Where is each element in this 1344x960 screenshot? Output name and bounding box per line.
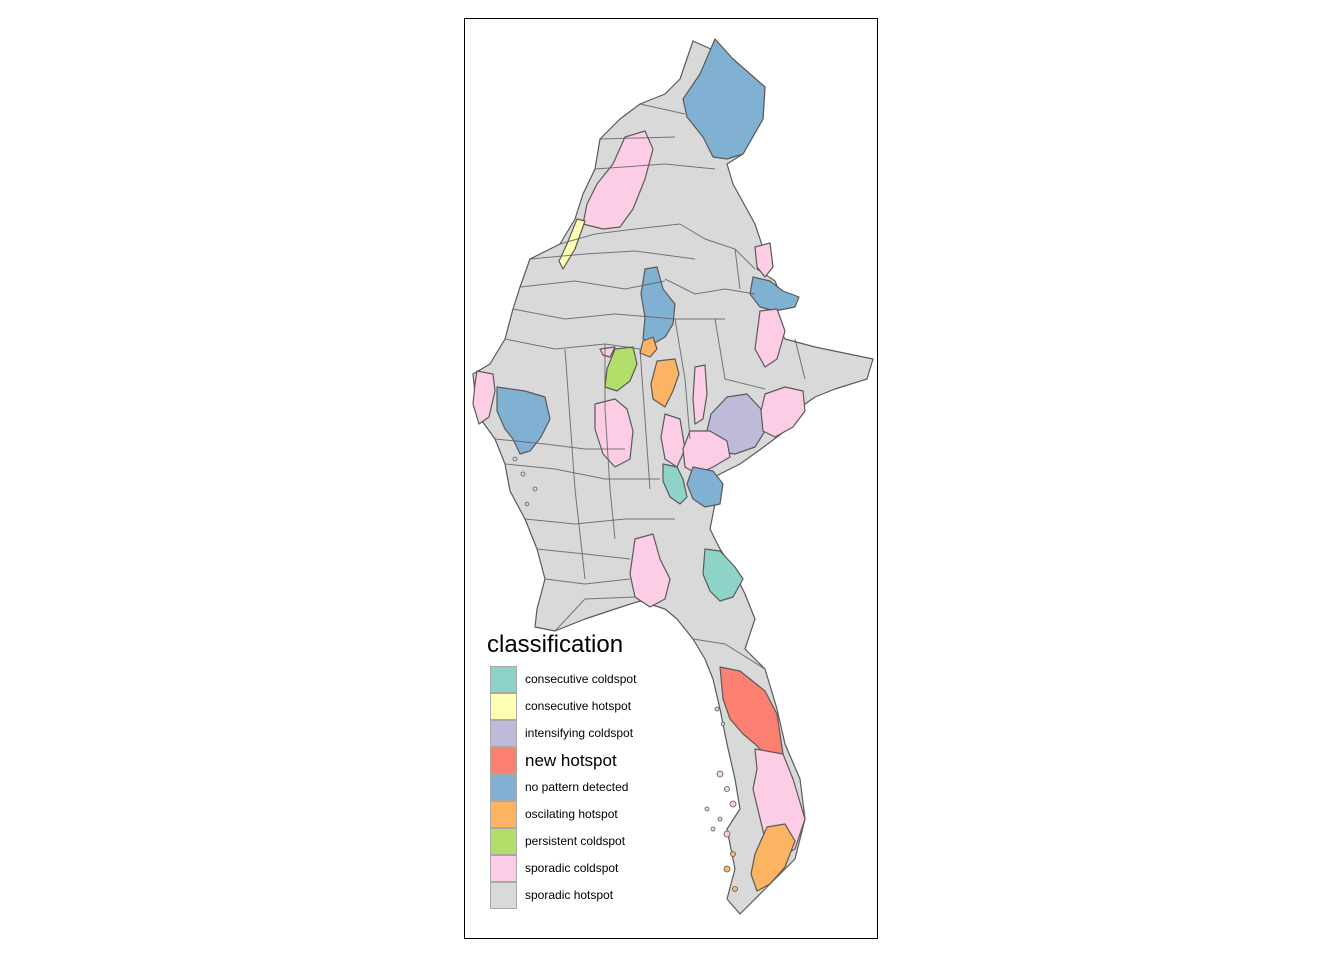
legend-swatch: [490, 746, 517, 774]
island: [720, 721, 726, 727]
district-boundary: [794, 338, 806, 380]
map-region[interactable]: [582, 130, 654, 230]
district-boundary: [559, 223, 681, 245]
legend-swatch: [490, 827, 517, 855]
legend-label: consecutive hotspot: [525, 698, 632, 713]
map-region[interactable]: [686, 466, 724, 508]
legend-items: consecutive coldspot consecutive hotspot i…: [487, 665, 747, 909]
legend-label: persistent coldspot: [525, 833, 626, 848]
island: [532, 486, 538, 492]
legend-swatch: [490, 854, 517, 882]
district-boundary: [599, 136, 676, 140]
legend-swatch: [490, 719, 517, 747]
district-boundary: [674, 318, 691, 440]
map-region[interactable]: [702, 548, 744, 602]
district-boundary: [529, 250, 696, 260]
district-boundary: [564, 348, 586, 580]
island: [717, 816, 723, 822]
island: [512, 456, 518, 462]
map-region[interactable]: [558, 218, 586, 270]
legend-swatch: [490, 692, 517, 720]
island: [730, 851, 736, 857]
district-boundary: [639, 103, 686, 115]
legend-label: sporadic hotspot: [525, 887, 614, 902]
island: [723, 830, 731, 838]
district-boundary: [664, 278, 756, 295]
district-boundary: [494, 438, 625, 450]
map-frame: classification consecutive coldspot conse…: [464, 18, 878, 939]
island: [714, 706, 720, 712]
island: [524, 501, 530, 507]
legend-item: new hotspot: [487, 746, 747, 774]
district-boundary: [594, 163, 716, 170]
map-region[interactable]: [754, 308, 786, 368]
legend-item: sporadic coldspot: [487, 854, 747, 882]
map-region[interactable]: [662, 463, 688, 505]
district-boundary: [679, 223, 756, 270]
map-region[interactable]: [760, 386, 806, 438]
district-boundary: [536, 548, 631, 560]
district-boundary: [639, 348, 651, 490]
island: [710, 826, 716, 832]
legend-swatch: [490, 773, 517, 801]
legend-item: sporadic hotspot: [487, 881, 747, 909]
island: [716, 770, 724, 778]
district-boundary: [524, 518, 675, 525]
map-region[interactable]: [472, 370, 496, 425]
district-boundary: [519, 280, 666, 290]
map-region[interactable]: [682, 38, 766, 160]
legend-label: intensifying coldspot: [525, 725, 634, 740]
district-boundary: [714, 318, 766, 390]
district-boundary: [512, 308, 725, 320]
legend-swatch: [490, 881, 517, 909]
map-region[interactable]: [594, 398, 634, 468]
map-region[interactable]: [496, 386, 551, 455]
legend-title: classification: [487, 631, 624, 658]
legend-item: consecutive coldspot: [487, 665, 747, 693]
legend-item: oscilating hotspot: [487, 800, 747, 828]
legend: classification consecutive coldspot conse…: [487, 631, 747, 909]
legend-label: oscilating hotspot: [525, 806, 618, 821]
legend-item: persistent coldspot: [487, 827, 747, 855]
region-layer: [472, 38, 874, 915]
legend-label: sporadic coldspot: [525, 860, 619, 875]
myanmar-map[interactable]: [465, 19, 878, 939]
map-region[interactable]: [629, 533, 671, 608]
island: [724, 786, 730, 792]
map-region[interactable]: [750, 823, 796, 892]
district-boundary: [692, 638, 766, 670]
legend-label: consecutive coldspot: [525, 671, 637, 686]
district-boundary: [544, 578, 631, 585]
map-region[interactable]: [650, 358, 680, 408]
legend-label: no pattern detected: [525, 779, 629, 794]
district-boundary: [734, 248, 741, 290]
island: [723, 865, 731, 873]
map-region[interactable]: [604, 346, 638, 392]
map-region[interactable]: [692, 364, 708, 425]
district-boundary: [504, 338, 641, 350]
island: [732, 886, 738, 892]
map-region[interactable]: [682, 430, 731, 475]
legend-item: consecutive hotspot: [487, 692, 747, 720]
legend-label: new hotspot: [525, 750, 617, 770]
legend-swatch: [490, 665, 517, 693]
district-boundary: [604, 344, 616, 540]
district-boundary: [554, 596, 636, 632]
island: [520, 471, 526, 477]
map-region[interactable]: [749, 276, 800, 312]
island: [704, 806, 710, 812]
island: [729, 800, 737, 808]
map-region[interactable]: [599, 346, 616, 358]
map-region[interactable]: [754, 242, 774, 278]
district-boundary: [504, 463, 660, 480]
legend-item: intensifying coldspot: [487, 719, 747, 747]
legend-item: no pattern detected: [487, 773, 747, 801]
legend-swatch: [490, 800, 517, 828]
